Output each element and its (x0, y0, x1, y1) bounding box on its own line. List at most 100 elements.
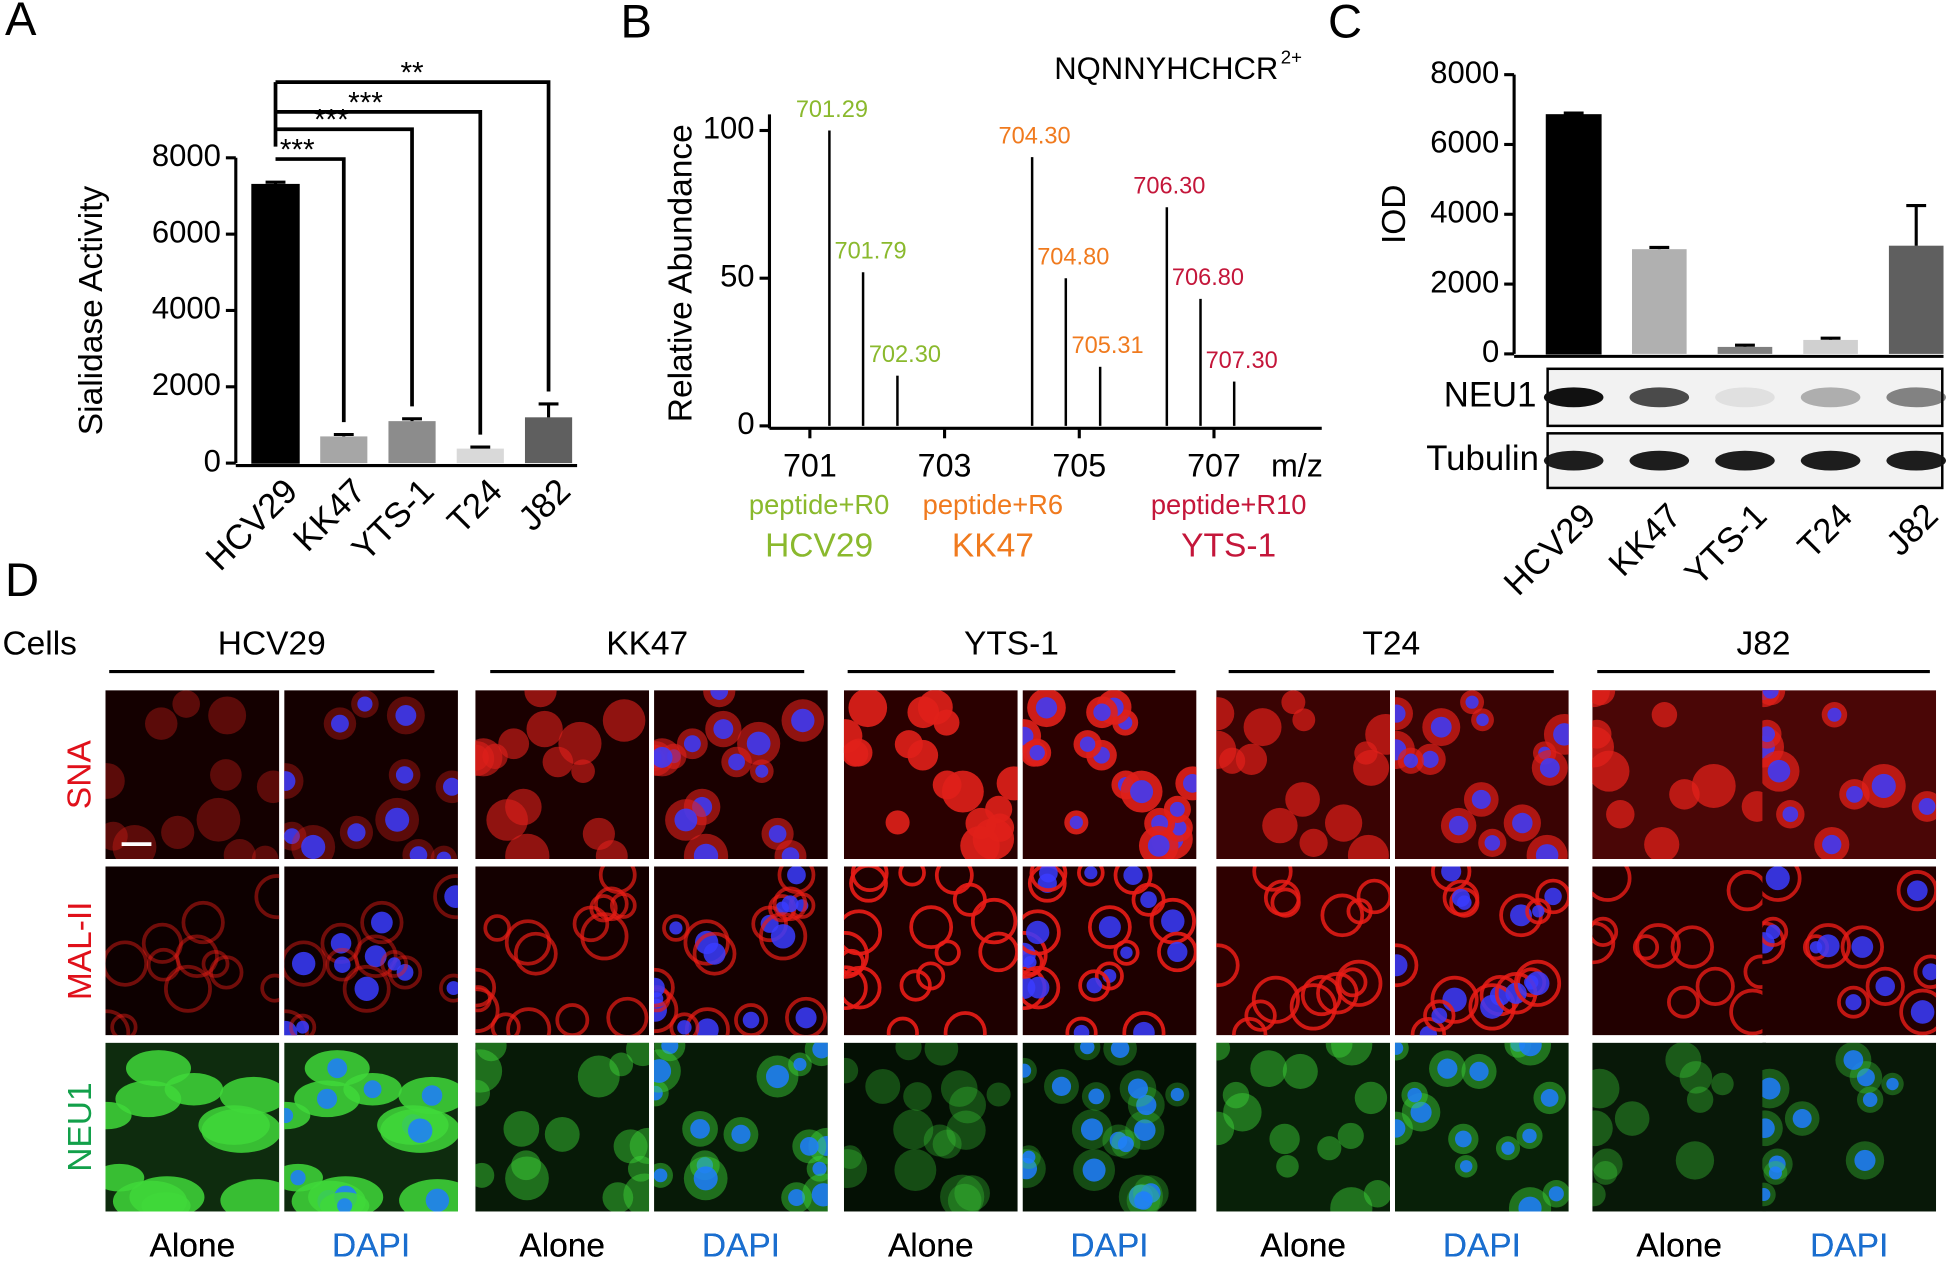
channel-label: DAPI (1810, 1227, 1888, 1264)
nucleus (654, 1085, 663, 1101)
cell (284, 940, 327, 987)
micrograph (1592, 1042, 1767, 1212)
cell (1667, 985, 1700, 1019)
cell (1356, 878, 1390, 915)
micrograph-background (1762, 1042, 1937, 1212)
bar (1888, 245, 1944, 354)
nucleus (1123, 866, 1143, 885)
cell (949, 1086, 986, 1124)
peak-label: 706.30 (1133, 173, 1205, 199)
nucleus (1454, 1130, 1472, 1148)
cell (433, 874, 458, 920)
channel-label: DAPI (1443, 1227, 1521, 1264)
cell (1281, 690, 1306, 715)
nucleus (1512, 812, 1533, 834)
legend-cell: YTS-1 (1181, 527, 1276, 564)
cell (1644, 826, 1680, 860)
channel-label: DAPI (1070, 1227, 1148, 1264)
nucleus (1501, 1141, 1515, 1155)
cell (1635, 923, 1681, 969)
cell (1235, 743, 1268, 775)
micrograph (654, 866, 828, 1036)
nucleus (444, 885, 458, 908)
blot-band (1886, 387, 1946, 408)
nucleus (690, 1119, 710, 1139)
nucleus (290, 1170, 306, 1186)
cell (734, 1003, 768, 1036)
x-tick-label: 703 (918, 448, 972, 484)
cell (1675, 1141, 1715, 1180)
cell (1219, 747, 1246, 774)
cell (486, 799, 528, 841)
nucleus (791, 708, 815, 733)
blot-frame (1546, 367, 1944, 428)
cell (843, 965, 868, 1011)
micrograph (1762, 1042, 1937, 1212)
nucleus (1140, 891, 1157, 909)
channel-label: Alone (519, 1227, 605, 1264)
channel-label: DAPI (332, 1227, 410, 1264)
channel-label: DAPI (702, 1227, 780, 1264)
cell (219, 1076, 280, 1115)
channel-label: DAPI (1070, 1227, 1148, 1264)
nucleus (357, 696, 373, 712)
nucleus (795, 1007, 817, 1029)
peak-label: 701.79 (834, 238, 906, 264)
x-tick-label: 705 (1052, 448, 1106, 484)
cell (1022, 965, 1061, 1010)
cell (894, 730, 923, 759)
cell (1899, 988, 1937, 1036)
cell (1430, 975, 1479, 1024)
nucleus (1465, 695, 1479, 709)
cell (1222, 1081, 1250, 1109)
micrograph (1216, 1042, 1390, 1212)
nucleus (1394, 1042, 1404, 1055)
y-tick-label: 2000 (152, 367, 221, 402)
nucleus (1421, 750, 1439, 768)
blot-band (1800, 387, 1861, 408)
cell (141, 922, 183, 964)
y-axis-label: IOD (1376, 184, 1413, 244)
cell (759, 912, 808, 961)
error-bar (1649, 245, 1670, 250)
micrograph (1022, 690, 1197, 860)
nucleus (1871, 773, 1896, 799)
nucleus (1762, 726, 1776, 743)
cell (110, 1013, 138, 1036)
nucleus (1476, 713, 1489, 727)
cell (503, 1111, 540, 1147)
blot-band (1629, 450, 1690, 471)
nucleus (284, 1107, 294, 1124)
cell (1729, 988, 1767, 1036)
cell (623, 1173, 650, 1212)
channel-label: Alone (150, 1227, 236, 1264)
bar (1632, 249, 1687, 354)
cell (1614, 1101, 1650, 1136)
error-bar (1820, 336, 1841, 340)
panel-label: B (621, 0, 652, 47)
legend-cell: KK47 (952, 527, 1034, 564)
micrograph (1394, 690, 1569, 860)
cell (1346, 898, 1373, 925)
nucleus (1136, 1094, 1157, 1116)
y-tick-label: 2000 (1430, 264, 1499, 299)
cell (1276, 1154, 1299, 1178)
cell (1262, 807, 1298, 844)
cell (201, 950, 230, 978)
micrograph (1762, 866, 1937, 1036)
cell (1299, 828, 1328, 857)
channel-label: Alone (888, 1227, 974, 1264)
nucleus (301, 834, 326, 860)
cell (475, 1042, 507, 1062)
cell (1691, 764, 1736, 808)
nucleus (291, 951, 316, 976)
nucleus (409, 846, 428, 860)
nucleus (1540, 1089, 1559, 1107)
micrograph (843, 1042, 1018, 1212)
cell (164, 964, 212, 1013)
channel-label: Alone (150, 1227, 236, 1264)
micrograph (654, 1042, 828, 1212)
cell (894, 1149, 937, 1192)
nucleus (385, 807, 410, 832)
cell (1665, 1042, 1702, 1079)
